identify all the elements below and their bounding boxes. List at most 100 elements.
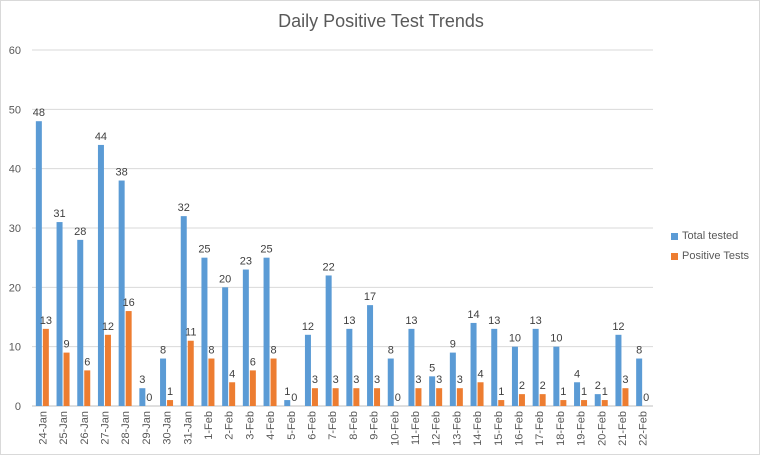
x-tick-label: 2-Feb xyxy=(224,411,236,440)
data-label-total-tested: 14 xyxy=(467,309,479,321)
bar-positive-tests xyxy=(477,382,484,406)
data-label-positive-tests: 0 xyxy=(291,392,297,404)
bar-total-tested xyxy=(139,388,146,406)
x-tick-label: 22-Feb xyxy=(638,411,650,446)
bar-positive-tests xyxy=(332,388,339,406)
data-label-total-tested: 5 xyxy=(429,362,435,374)
data-label-total-tested: 31 xyxy=(53,208,65,220)
data-label-positive-tests: 0 xyxy=(146,392,152,404)
bar-total-tested xyxy=(429,376,436,406)
data-label-positive-tests: 8 xyxy=(270,345,276,357)
data-label-total-tested: 10 xyxy=(550,333,562,345)
data-label-total-tested: 23 xyxy=(240,256,252,268)
data-label-total-tested: 13 xyxy=(405,315,417,327)
data-label-positive-tests: 0 xyxy=(395,392,401,404)
legend-swatch-total-tested xyxy=(671,232,678,240)
bar-total-tested xyxy=(615,334,622,406)
bar-positive-tests xyxy=(601,400,608,406)
bar-positive-tests xyxy=(498,400,505,406)
x-tick-label: 21-Feb xyxy=(617,411,629,446)
y-tick-label: 30 xyxy=(9,223,21,235)
data-label-positive-tests: 16 xyxy=(123,297,135,309)
data-label-total-tested: 20 xyxy=(219,273,231,285)
bar-total-tested xyxy=(160,358,167,406)
bar-positive-tests xyxy=(539,394,546,406)
bar-total-tested xyxy=(242,269,249,406)
data-label-total-tested: 13 xyxy=(343,315,355,327)
bar-total-tested xyxy=(574,382,581,406)
bar-total-tested xyxy=(325,275,332,406)
bar-total-tested xyxy=(594,394,601,406)
data-label-total-tested: 25 xyxy=(260,244,272,256)
data-label-total-tested: 48 xyxy=(33,107,45,119)
data-label-positive-tests: 3 xyxy=(374,374,380,386)
data-label-total-tested: 2 xyxy=(595,380,601,392)
data-label-total-tested: 12 xyxy=(302,321,314,333)
data-label-total-tested: 8 xyxy=(160,345,166,357)
x-tick-label: 28-Jan xyxy=(120,411,132,445)
data-label-positive-tests: 12 xyxy=(102,321,114,333)
bar-total-tested xyxy=(118,180,125,406)
bar-total-tested xyxy=(35,121,42,406)
data-label-positive-tests: 3 xyxy=(457,374,463,386)
data-label-positive-tests: 3 xyxy=(622,374,628,386)
bar-positive-tests xyxy=(456,388,463,406)
data-label-positive-tests: 2 xyxy=(540,380,546,392)
x-tick-label: 5-Feb xyxy=(286,411,298,440)
bar-total-tested xyxy=(470,322,477,406)
bar-total-tested xyxy=(304,334,311,406)
data-label-total-tested: 13 xyxy=(530,315,542,327)
data-label-total-tested: 25 xyxy=(198,244,210,256)
x-tick-label: 20-Feb xyxy=(596,411,608,446)
y-tick-label: 10 xyxy=(9,342,21,354)
data-label-total-tested: 8 xyxy=(636,345,642,357)
data-label-positive-tests: 6 xyxy=(250,356,256,368)
x-tick-label: 19-Feb xyxy=(576,411,588,446)
x-tick-label: 29-Jan xyxy=(141,411,153,445)
data-label-total-tested: 32 xyxy=(178,202,190,214)
bar-total-tested xyxy=(97,144,104,406)
legend-swatch-positive-tests xyxy=(671,252,678,260)
y-tick-label: 20 xyxy=(9,282,21,294)
bar-positive-tests xyxy=(84,370,91,406)
bar-positive-tests xyxy=(415,388,422,406)
data-label-positive-tests: 3 xyxy=(436,374,442,386)
bar-total-tested xyxy=(77,239,84,406)
data-label-total-tested: 9 xyxy=(450,339,456,351)
bar-positive-tests xyxy=(208,358,215,406)
bar-positive-tests xyxy=(560,400,567,406)
data-label-positive-tests: 4 xyxy=(229,368,235,380)
bar-total-tested xyxy=(346,328,353,406)
data-label-positive-tests: 0 xyxy=(643,392,649,404)
x-tick-label: 18-Feb xyxy=(555,411,567,446)
bar-positive-tests xyxy=(63,352,70,406)
bar-positive-tests xyxy=(42,328,49,406)
data-label-total-tested: 28 xyxy=(74,226,86,238)
bar-total-tested xyxy=(491,328,498,406)
data-label-total-tested: 4 xyxy=(574,368,580,380)
data-label-total-tested: 3 xyxy=(139,374,145,386)
x-tick-label: 27-Jan xyxy=(99,411,111,445)
x-tick-label: 26-Jan xyxy=(79,411,91,445)
data-label-positive-tests: 6 xyxy=(84,356,90,368)
x-tick-label: 25-Jan xyxy=(58,411,70,445)
x-tick-label: 12-Feb xyxy=(431,411,443,446)
data-label-total-tested: 12 xyxy=(612,321,624,333)
bar-total-tested xyxy=(56,222,63,406)
bar-positive-tests xyxy=(249,370,256,406)
data-label-total-tested: 22 xyxy=(323,261,335,273)
x-tick-label: 11-Feb xyxy=(410,411,422,445)
x-tick-label: 10-Feb xyxy=(389,411,401,446)
x-tick-label: 15-Feb xyxy=(493,411,505,446)
y-tick-label: 60 xyxy=(9,45,21,57)
x-tick-label: 16-Feb xyxy=(513,411,525,446)
data-label-positive-tests: 1 xyxy=(581,386,587,398)
bar-positive-tests xyxy=(436,388,443,406)
x-tick-label: 7-Feb xyxy=(327,411,339,440)
bar-positive-tests xyxy=(518,394,525,406)
x-tick-label: 31-Jan xyxy=(182,411,194,445)
chart-title: Daily Positive Test Trends xyxy=(278,11,484,31)
data-label-positive-tests: 2 xyxy=(519,380,525,392)
x-tick-label: 8-Feb xyxy=(348,411,360,440)
